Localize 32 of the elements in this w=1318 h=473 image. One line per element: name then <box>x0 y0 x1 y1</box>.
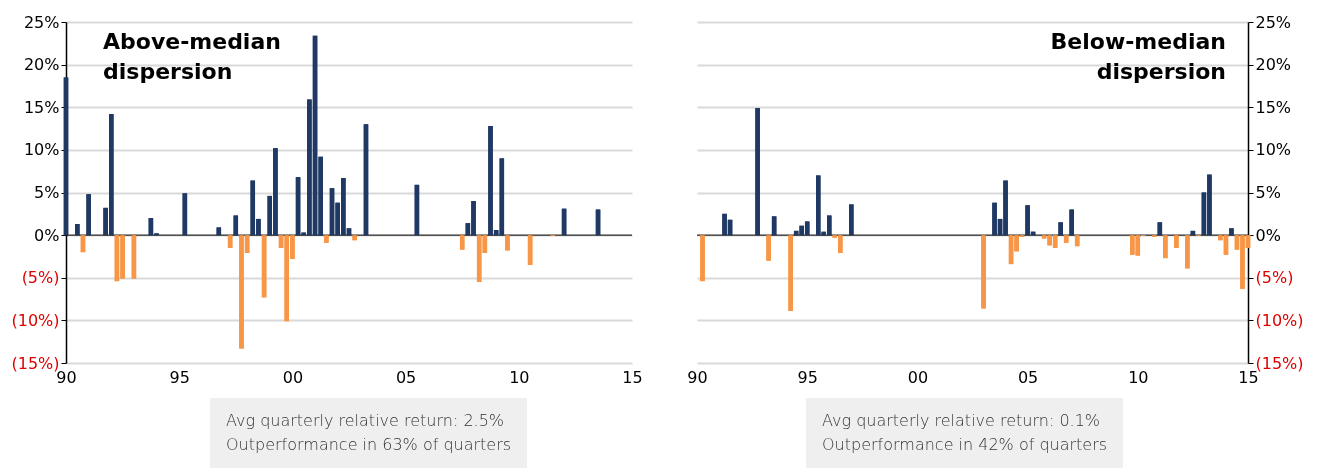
x-tick-label: 15 <box>622 367 643 387</box>
y-tick-label: 10% <box>23 140 60 160</box>
y-tick-label: (10%) <box>11 310 60 330</box>
x-tick-label: 05 <box>1017 367 1039 387</box>
y-tick-label: 20% <box>23 55 60 75</box>
y-tick-label: 10% <box>1255 140 1292 160</box>
x-tick-label: 95 <box>169 367 190 387</box>
x-tick-label: 95 <box>797 367 818 387</box>
y-tick-label: 5% <box>1255 183 1281 202</box>
text: Avg quarterly relative return: 0.1% <box>822 410 1102 432</box>
y-tick-label: 0% <box>34 225 60 245</box>
text: Outperformance in 63% of quarters <box>226 434 512 456</box>
x-tick-label: 05 <box>395 367 417 387</box>
y-tick-label: 5% <box>34 183 60 202</box>
y-tick-label: 25% <box>23 12 60 32</box>
x-tick-label: 00 <box>282 367 304 387</box>
y-tick-label: 15% <box>1255 97 1292 117</box>
x-tick-label: 90 <box>687 367 708 387</box>
text: Below-median dispersion <box>1050 29 1226 84</box>
text: Avg quarterly relative return: 2.5% <box>226 410 506 432</box>
text: Outperformance in 42% of quarters <box>822 434 1108 456</box>
text: Above-median dispersion <box>103 29 281 84</box>
y-tick-label: (10%) <box>1255 310 1304 330</box>
x-tick-label: 00 <box>907 367 929 387</box>
x-tick-label: 10 <box>509 367 530 387</box>
y-tick-label: 0% <box>1255 225 1281 245</box>
y-tick-label: 20% <box>1255 55 1292 75</box>
y-tick-label: (5%) <box>1255 268 1294 288</box>
y-tick-label: 15% <box>23 97 60 117</box>
y-tick-label: (5%) <box>21 268 60 288</box>
x-tick-label: 10 <box>1128 367 1149 387</box>
y-tick-label: 25% <box>1255 12 1292 32</box>
